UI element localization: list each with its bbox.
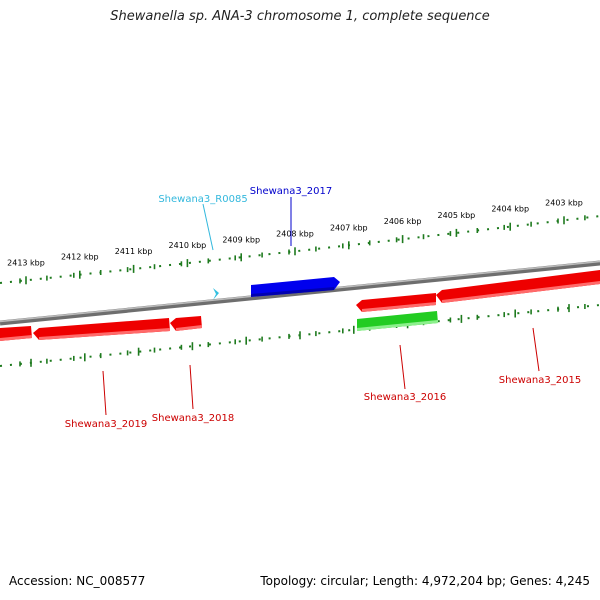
leader-line-2018 xyxy=(189,364,194,410)
leader-line-2015 xyxy=(532,327,540,372)
leader-line-2019 xyxy=(102,370,107,416)
scale-label: 2404 kbp xyxy=(491,205,529,214)
leader-line-r0085 xyxy=(202,203,214,251)
outer-tick-marks xyxy=(19,215,586,285)
gene-shewana3-2016-red[interactable] xyxy=(356,293,436,312)
gene-shewana3-2018[interactable] xyxy=(170,316,202,331)
scale-label: 2403 kbp xyxy=(545,198,583,207)
leader-line-2016 xyxy=(399,344,406,390)
genome-summary-text: Topology: circular; Length: 4,972,204 bp… xyxy=(260,574,590,588)
label-shewana3-2016[interactable]: Shewana3_2016 xyxy=(364,392,446,403)
scale-label: 2413 kbp xyxy=(7,258,45,267)
scale-label: 2409 kbp xyxy=(222,235,260,244)
scale-label: 2411 kbp xyxy=(115,247,153,256)
rna-feature-r0085[interactable] xyxy=(213,288,219,300)
outer-scale-line xyxy=(0,215,600,284)
scale-label: 2410 kbp xyxy=(169,241,207,250)
accession-text: Accession: NC_008577 xyxy=(9,574,146,588)
label-shewana3-2018[interactable]: Shewana3_2018 xyxy=(152,413,234,424)
gene-shewana3-2015[interactable] xyxy=(436,270,600,303)
label-shewana3-2019[interactable]: Shewana3_2019 xyxy=(65,419,147,430)
scale-labels: 2413 kbp 2412 kbp 2411 kbp 2410 kbp 2409 kbp… xyxy=(7,198,583,267)
gene-shewana3-2016[interactable] xyxy=(357,311,438,331)
scale-label: 2412 kbp xyxy=(61,253,99,262)
label-shewana3-2015[interactable]: Shewana3_2015 xyxy=(499,375,581,386)
gene-left-edge[interactable] xyxy=(0,326,32,341)
label-shewana3-r0085[interactable]: Shewana3_R0085 xyxy=(158,194,247,205)
gene-shewana3-2017[interactable] xyxy=(251,277,340,297)
scale-label: 2405 kbp xyxy=(438,211,476,220)
scale-label: 2407 kbp xyxy=(330,223,368,232)
scale-label: 2406 kbp xyxy=(384,217,422,226)
label-shewana3-2017[interactable]: Shewana3_2017 xyxy=(250,186,332,197)
gene-shewana3-2019[interactable] xyxy=(33,318,170,340)
scale-label: 2408 kbp xyxy=(276,229,314,238)
map-title: Shewanella sp. ANA-3 chromosome 1, compl… xyxy=(110,9,490,24)
